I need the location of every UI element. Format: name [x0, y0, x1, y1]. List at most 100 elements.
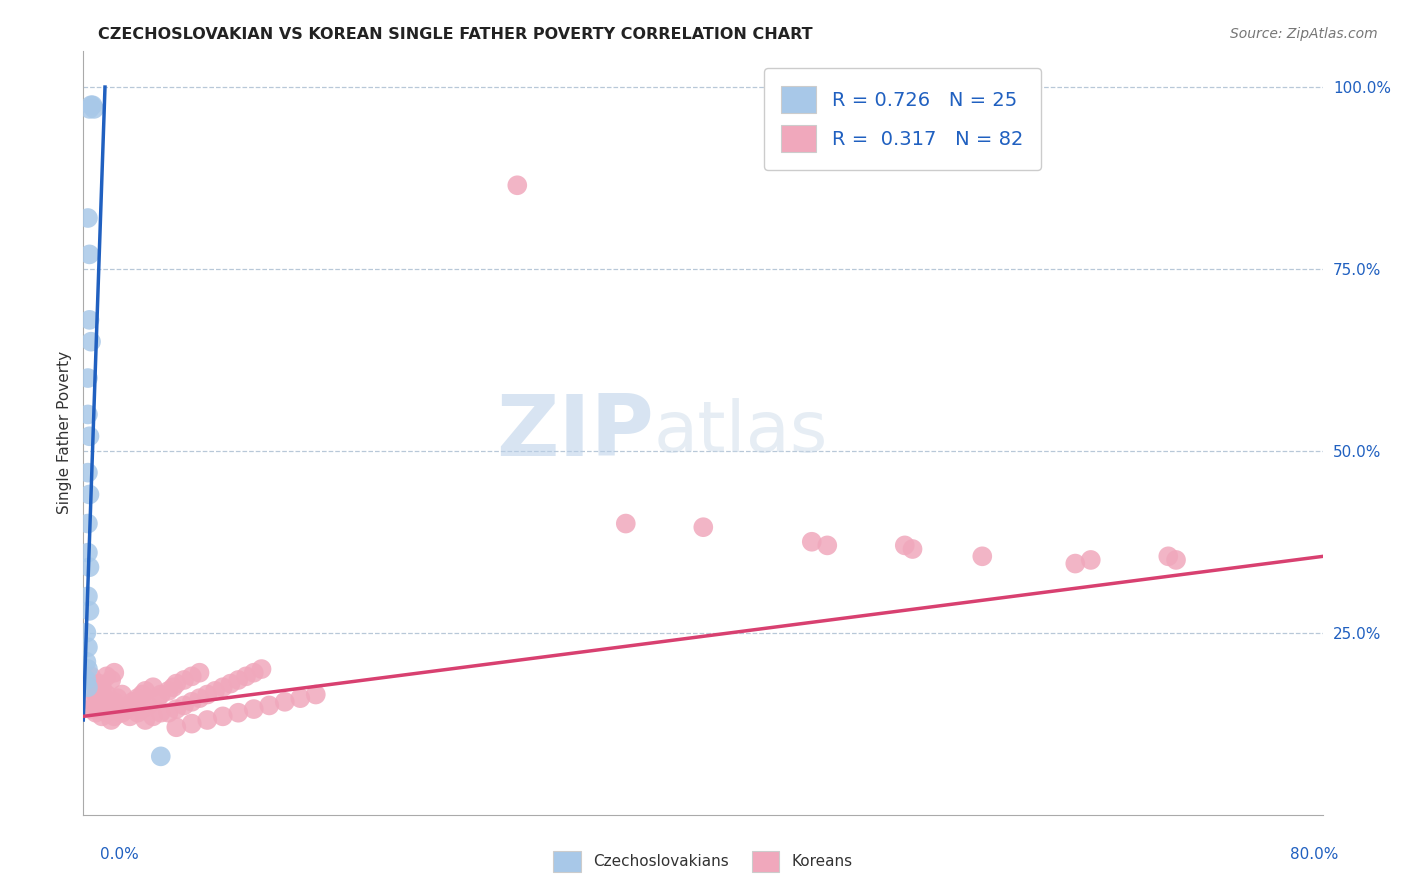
Point: [162, 680, 184, 694]
Point: [87, 676, 110, 690]
Point: [105, 691, 128, 706]
Point: [1157, 549, 1180, 564]
Point: [96, 669, 118, 683]
Point: [180, 669, 202, 683]
Point: [180, 695, 202, 709]
Point: [87, 691, 110, 706]
Point: [204, 684, 226, 698]
Point: [82, 695, 104, 709]
Point: [103, 695, 125, 709]
Point: [290, 691, 312, 706]
Text: CZECHOSLOVAKIAN VS KOREAN SINGLE FATHER POVERTY CORRELATION CHART: CZECHOSLOVAKIAN VS KOREAN SINGLE FATHER …: [98, 27, 813, 42]
Point: [75, 655, 97, 669]
Point: [138, 698, 160, 713]
Point: [79, 429, 101, 443]
Point: [165, 702, 187, 716]
Point: [614, 516, 637, 531]
Point: [79, 560, 101, 574]
Point: [79, 313, 101, 327]
Point: [80, 98, 103, 112]
Point: [188, 665, 211, 680]
Point: [157, 706, 180, 720]
Point: [115, 702, 138, 716]
Point: [87, 702, 110, 716]
Point: [195, 713, 218, 727]
Point: [75, 673, 97, 687]
Point: [77, 408, 100, 422]
Point: [127, 691, 149, 706]
Point: [149, 688, 172, 702]
Point: [157, 684, 180, 698]
Point: [274, 695, 297, 709]
Point: [142, 709, 165, 723]
Point: [188, 691, 211, 706]
Point: [90, 680, 112, 694]
Point: [79, 487, 101, 501]
Point: [100, 698, 122, 713]
Point: [80, 669, 103, 683]
Point: [815, 538, 838, 552]
Point: [250, 662, 273, 676]
Point: [77, 211, 100, 225]
Point: [80, 702, 103, 716]
Text: 80.0%: 80.0%: [1291, 847, 1339, 862]
Point: [901, 541, 924, 556]
Point: [173, 698, 195, 713]
Legend: Czechoslovakians, Koreans: Czechoslovakians, Koreans: [546, 843, 860, 880]
Point: [972, 549, 994, 564]
Point: [80, 334, 103, 349]
Point: [173, 673, 195, 687]
Point: [692, 520, 714, 534]
Point: [96, 702, 118, 716]
Point: [134, 713, 156, 727]
Point: [226, 673, 249, 687]
Point: [118, 709, 141, 723]
Point: [211, 709, 233, 723]
Point: [195, 688, 218, 702]
Text: atlas: atlas: [654, 398, 828, 467]
Point: [77, 640, 100, 655]
Point: [82, 98, 104, 112]
Text: 0.0%: 0.0%: [100, 847, 139, 862]
Point: [96, 688, 118, 702]
Text: ZIP: ZIP: [496, 391, 654, 475]
Point: [84, 688, 107, 702]
Point: [219, 676, 242, 690]
Point: [243, 665, 266, 680]
Point: [111, 706, 134, 720]
Point: [134, 684, 156, 698]
Point: [77, 590, 100, 604]
Point: [77, 546, 100, 560]
Legend: R = 0.726   N = 25, R =  0.317   N = 82: R = 0.726 N = 25, R = 0.317 N = 82: [763, 68, 1040, 169]
Point: [83, 102, 105, 116]
Point: [131, 702, 153, 716]
Point: [800, 534, 823, 549]
Point: [79, 102, 101, 116]
Point: [180, 716, 202, 731]
Point: [149, 749, 172, 764]
Point: [226, 706, 249, 720]
Point: [122, 695, 145, 709]
Point: [165, 676, 187, 690]
Point: [103, 665, 125, 680]
Point: [111, 688, 134, 702]
Point: [305, 688, 328, 702]
Point: [142, 680, 165, 694]
Point: [1080, 553, 1102, 567]
Text: Source: ZipAtlas.com: Source: ZipAtlas.com: [1230, 27, 1378, 41]
Point: [149, 706, 172, 720]
Point: [100, 713, 122, 727]
Point: [127, 706, 149, 720]
Point: [77, 516, 100, 531]
Point: [90, 709, 112, 723]
Point: [84, 680, 107, 694]
Point: [100, 673, 122, 687]
Point: [77, 662, 100, 676]
Point: [79, 247, 101, 261]
Point: [75, 625, 97, 640]
Point: [77, 680, 100, 694]
Point: [77, 466, 100, 480]
Point: [146, 691, 169, 706]
Point: [77, 371, 100, 385]
Point: [90, 684, 112, 698]
